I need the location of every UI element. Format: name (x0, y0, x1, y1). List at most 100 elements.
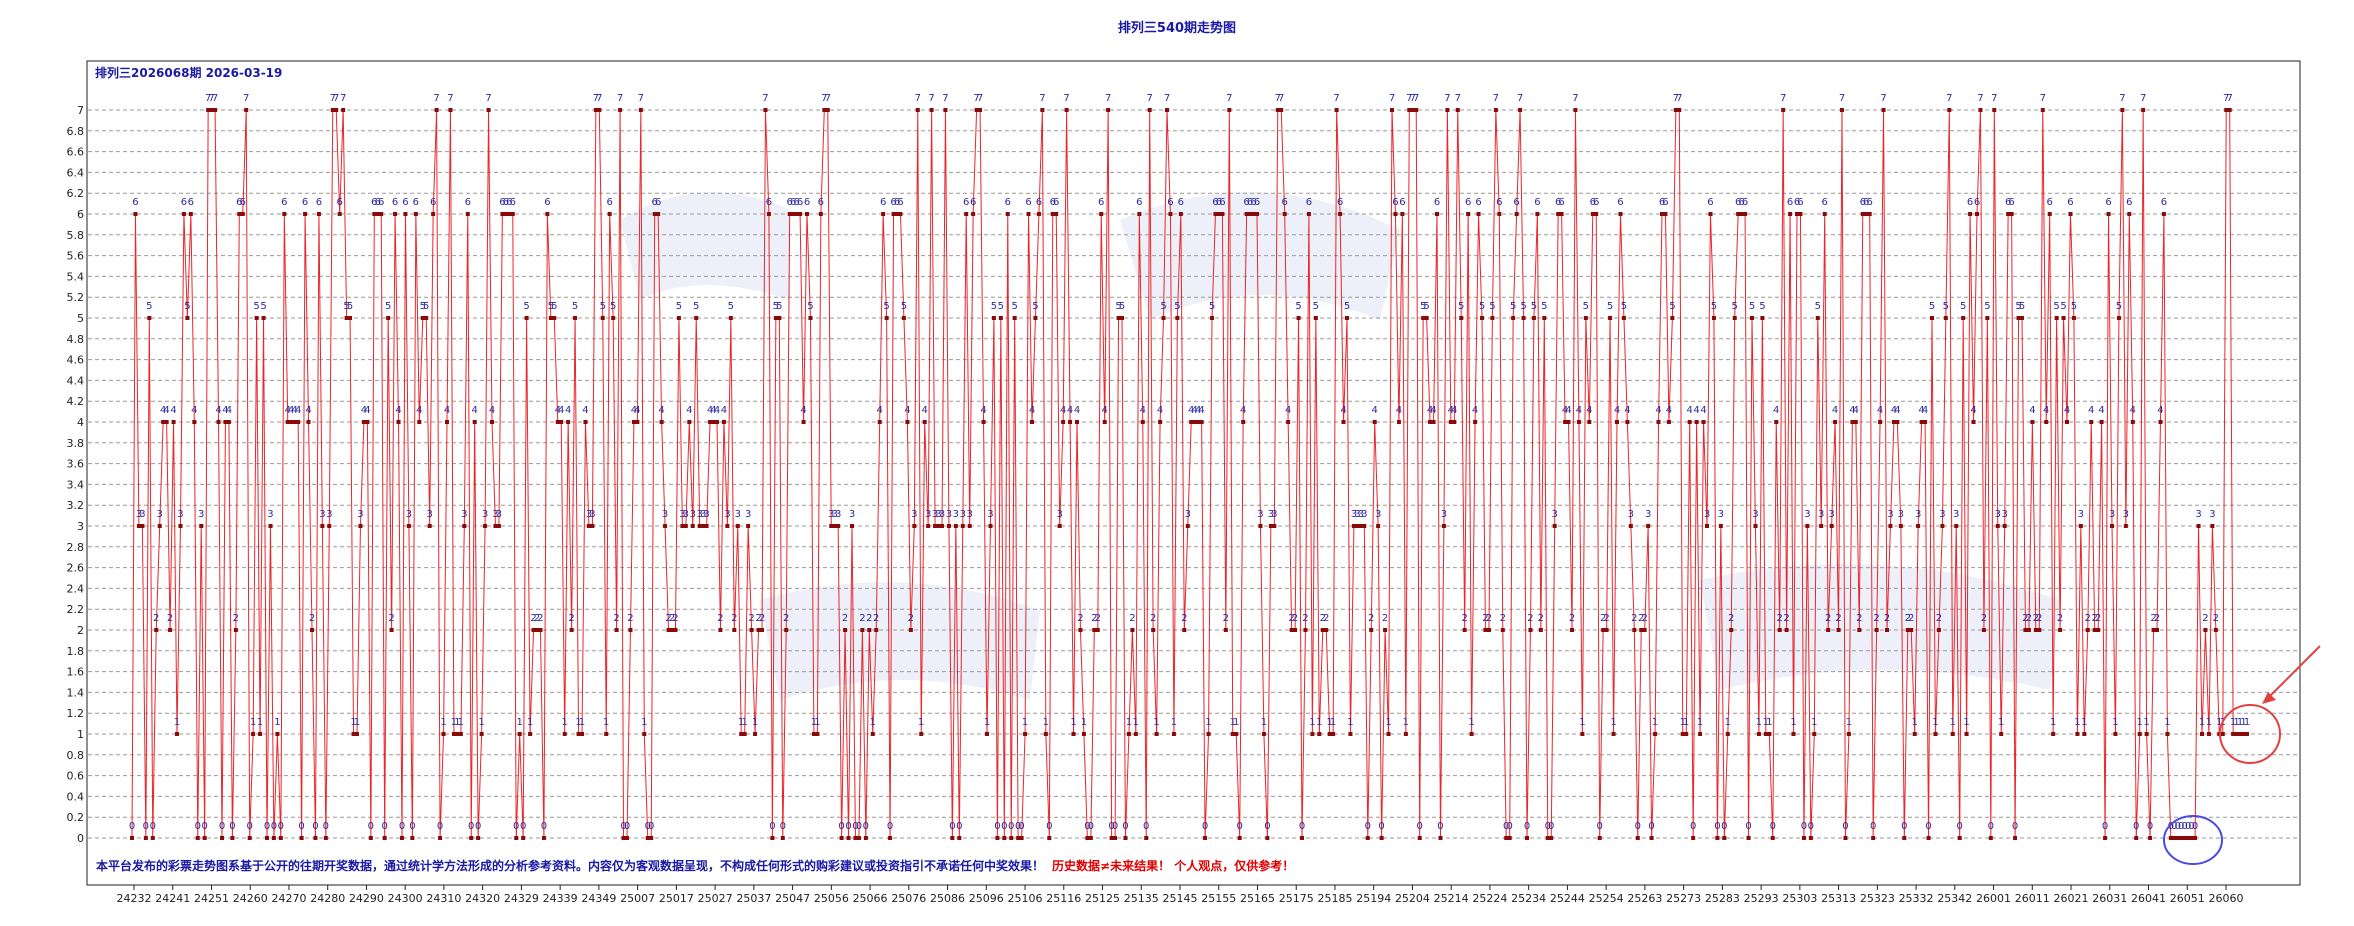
data-point (2196, 524, 2201, 528)
data-label: 2 (1835, 613, 1841, 624)
data-label: 4 (1451, 405, 1457, 416)
x-tick-label: 25037 (736, 892, 771, 905)
data-label: 4 (922, 405, 928, 416)
x-tick-label: 26011 (2015, 892, 2050, 905)
data-point (143, 836, 148, 840)
data-label: 5 (2071, 301, 2077, 312)
y-tick-label: 4 (77, 416, 84, 429)
data-label: 6 (1707, 197, 1713, 208)
data-label: 6 (1306, 197, 1312, 208)
data-point (431, 212, 436, 216)
data-point (1441, 524, 1446, 528)
data-point (334, 108, 339, 112)
data-point (1781, 108, 1786, 112)
data-label: 6 (1797, 197, 1803, 208)
y-tick-label: 0.8 (67, 749, 85, 762)
data-label: 6 (607, 197, 613, 208)
data-label: 0 (1108, 821, 1114, 832)
data-label: 3 (461, 509, 467, 520)
data-point (1428, 420, 1433, 424)
data-point (919, 732, 924, 736)
data-point (1390, 108, 1394, 112)
data-point (829, 524, 834, 528)
data-point (593, 108, 598, 112)
data-point (590, 524, 595, 528)
data-point (1265, 836, 1270, 840)
x-tick-label: 25116 (1046, 892, 1081, 905)
data-point (1978, 108, 1983, 112)
x-tick-label: 25155 (1201, 892, 1236, 905)
data-label: 6 (1662, 197, 1668, 208)
data-point (697, 524, 702, 528)
data-point (2179, 836, 2184, 840)
data-label: 7 (1410, 93, 1416, 104)
data-point (2013, 836, 2018, 840)
data-label: 0 (520, 821, 526, 832)
data-label: 3 (2078, 509, 2084, 520)
data-label: 7 (1946, 93, 1952, 104)
data-label: 0 (1046, 821, 1052, 832)
data-point (2085, 628, 2090, 632)
data-point (372, 212, 377, 216)
y-tick-label: 6 (77, 208, 84, 221)
data-point (940, 524, 944, 528)
data-label: 4 (191, 405, 197, 416)
data-label: 7 (1389, 93, 1395, 104)
data-point (2161, 212, 2166, 216)
data-label: 5 (1541, 301, 1547, 312)
data-label: 3 (1718, 509, 1724, 520)
data-point (2200, 732, 2204, 736)
data-point (1909, 628, 1914, 632)
data-point (230, 836, 235, 840)
data-point (2144, 732, 2149, 736)
data-label: 1 (2137, 717, 2143, 728)
data-point (2054, 316, 2059, 320)
data-label: 1 (350, 717, 356, 728)
data-label: 2 (1095, 613, 1101, 624)
data-label: 2 (534, 613, 540, 624)
data-label: 6 (1513, 197, 1519, 208)
data-label: 2 (665, 613, 671, 624)
data-point (1888, 524, 1893, 528)
data-label: 1 (870, 717, 876, 728)
data-label: 7 (433, 93, 439, 104)
data-label: 0 (1299, 821, 1305, 832)
data-label: 1 (2199, 717, 2205, 728)
data-label: 1 (1766, 717, 1772, 728)
data-point (1698, 732, 1703, 736)
data-point (1268, 524, 1273, 528)
data-point (1746, 836, 1751, 840)
data-point (400, 836, 404, 840)
y-tick-label: 5 (77, 312, 84, 325)
data-point (1777, 628, 1782, 632)
data-point (2068, 212, 2073, 216)
data-label: 1 (1309, 717, 1315, 728)
data-point (136, 524, 141, 528)
data-point (472, 420, 477, 424)
data-point (1981, 628, 1986, 632)
data-label: 7 (1039, 93, 1045, 104)
data-label: 0 (1122, 821, 1128, 832)
data-label: 0 (2178, 821, 2184, 832)
data-label: 6 (503, 197, 509, 208)
data-point (451, 732, 456, 736)
data-label: 4 (1472, 405, 1478, 416)
y-tick-label: 0 (77, 832, 84, 845)
data-label: 4 (1918, 405, 1924, 416)
data-label: 5 (1583, 301, 1589, 312)
data-label: 4 (565, 405, 571, 416)
x-tick-label: 25047 (775, 892, 810, 905)
data-label: 7 (1977, 93, 1983, 104)
data-label: 3 (157, 509, 163, 520)
data-label: 4 (222, 405, 228, 416)
data-label: 0 (1008, 821, 1014, 832)
data-point (1417, 836, 1422, 840)
data-label: 6 (1867, 197, 1873, 208)
data-point (1808, 836, 1813, 840)
data-label: 3 (492, 509, 498, 520)
data-label: 2 (2057, 613, 2063, 624)
data-point (1874, 628, 1879, 632)
data-label: 4 (1372, 405, 1378, 416)
data-point (728, 316, 733, 320)
data-point (1144, 836, 1149, 840)
